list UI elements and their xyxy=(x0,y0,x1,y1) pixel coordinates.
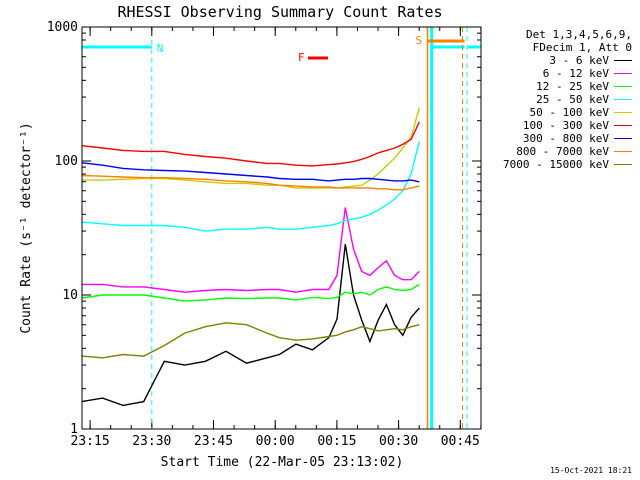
legend-header-2: FDecim 1, Att 0 xyxy=(532,41,632,54)
legend-label: 12 - 25 keV xyxy=(536,80,609,93)
x-tick-label: 00:15 xyxy=(317,434,356,449)
legend-swatch xyxy=(614,138,632,139)
series-3to6kev xyxy=(81,243,420,407)
y-axis-label: Count Rate (s⁻¹ detector⁻¹) xyxy=(19,122,34,333)
flare-flag-label: F xyxy=(298,51,305,64)
legend-swatch xyxy=(614,164,632,165)
legend-item: 800 - 7000 keV xyxy=(486,145,632,158)
legend-swatch xyxy=(614,112,632,113)
series-25to50kev xyxy=(81,141,420,232)
legend-label: 50 - 100 keV xyxy=(529,106,609,119)
x-tick-label: 00:00 xyxy=(256,434,295,449)
legend-label: 25 - 50 keV xyxy=(536,93,609,106)
x-tick-label: 23:45 xyxy=(194,434,233,449)
legend-label: 100 - 300 keV xyxy=(522,119,609,132)
y-tick-labels: 1 10 100 1000 xyxy=(47,20,78,437)
series-7000to15000kev xyxy=(81,322,420,359)
x-tick-label: 23:15 xyxy=(71,434,110,449)
series-100to300kev xyxy=(81,121,420,167)
flag-overlays: N S F xyxy=(82,27,481,429)
series-6to12kev xyxy=(82,207,420,293)
y-tick-label: 1000 xyxy=(47,20,78,35)
series-lines xyxy=(81,107,420,407)
legend-swatch xyxy=(614,151,632,152)
series-800to7000kev xyxy=(81,174,420,191)
legend-item: 100 - 300 keV xyxy=(486,119,632,132)
legend-swatch xyxy=(614,73,632,74)
legend-item: 300 - 800 keV xyxy=(486,132,632,145)
legend-item: 12 - 25 keV xyxy=(486,80,632,93)
timestamp: 15-Oct-2021 18:21 xyxy=(550,466,632,475)
series-300to800kev xyxy=(81,162,420,183)
legend-item: 25 - 50 keV xyxy=(486,93,632,106)
y-tick-label: 10 xyxy=(62,288,78,303)
legend-label: 6 - 12 keV xyxy=(542,67,609,80)
y-tick-label: 100 xyxy=(55,154,78,169)
saa-flag-label: S xyxy=(416,34,423,47)
x-tick-label: 00:30 xyxy=(379,434,418,449)
legend-header-1: Det 1,3,4,5,6,9, xyxy=(526,28,632,41)
axis-ticks xyxy=(82,26,482,430)
legend-label: 800 - 7000 keV xyxy=(516,145,609,158)
y-tick-label: 1 xyxy=(70,422,78,437)
legend-item: 7000 - 15000 keV xyxy=(486,158,632,171)
legend-swatch xyxy=(614,99,632,100)
x-tick-labels: 23:15 23:30 23:45 00:00 00:15 00:30 00:45 xyxy=(71,434,480,449)
legend-item: 6 - 12 keV xyxy=(486,67,632,80)
legend-swatch xyxy=(614,86,632,87)
legend-label: 3 - 6 keV xyxy=(549,54,609,67)
x-tick-label: 00:45 xyxy=(441,434,480,449)
chart-title: RHESSI Observing Summary Count Rates xyxy=(117,3,442,21)
series-50to100kev xyxy=(82,107,420,189)
legend-label: 7000 - 15000 keV xyxy=(503,158,609,171)
legend: Det 1,3,4,5,6,9, FDecim 1, Att 0 3 - 6 k… xyxy=(486,28,632,171)
legend-item: 50 - 100 keV xyxy=(486,106,632,119)
plot-frame xyxy=(81,26,482,430)
legend-item: 3 - 6 keV xyxy=(486,54,632,67)
x-tick-label: 23:30 xyxy=(132,434,171,449)
legend-label: 300 - 800 keV xyxy=(522,132,609,145)
x-axis-label: Start Time (22-Mar-05 23:13:02) xyxy=(161,455,404,470)
series-12to25kev xyxy=(81,283,420,302)
legend-swatch xyxy=(614,60,632,61)
night-flag-label: N xyxy=(157,42,164,55)
legend-swatch xyxy=(614,125,632,126)
